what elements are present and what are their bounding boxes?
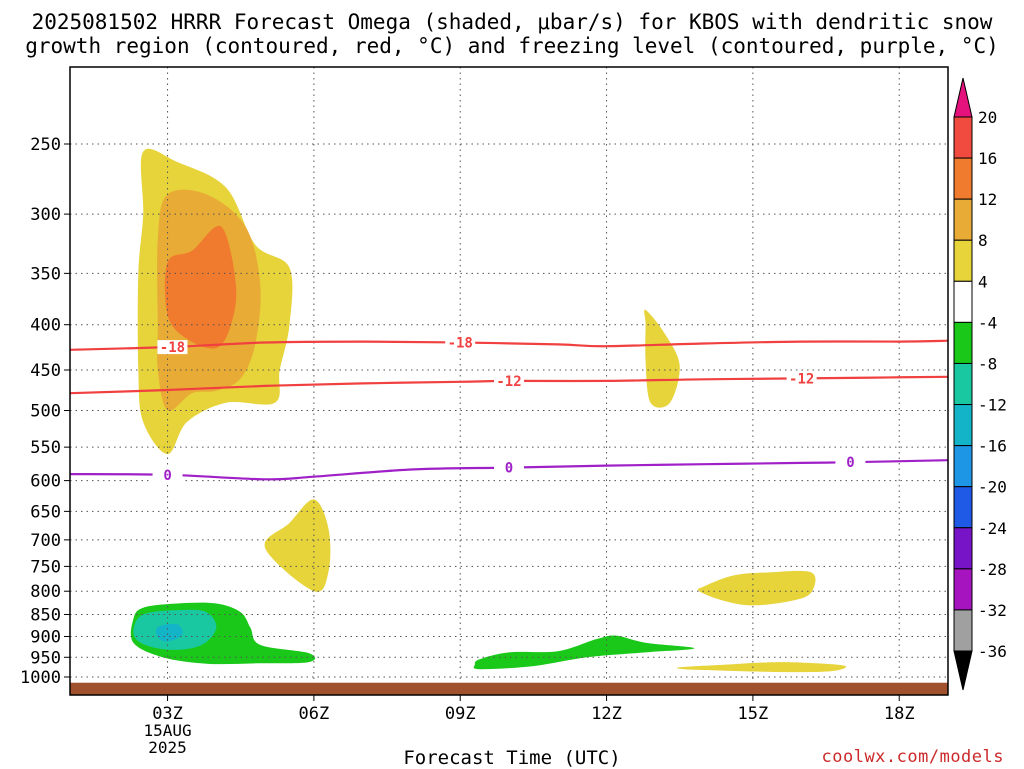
contour-label: 0: [163, 468, 171, 484]
colorbar-label: -24: [978, 519, 1007, 538]
x-tick-sublabel: 2025: [148, 738, 187, 757]
contour-label-bg: [445, 335, 476, 350]
y-tick-label: 400: [30, 316, 61, 336]
x-tick-sublabel: 15AUG: [143, 721, 191, 740]
x-tick-label: 12Z: [591, 704, 622, 724]
colorbar-bin: [953, 568, 973, 611]
contour-label: 0: [846, 455, 854, 471]
contour-label: -18: [448, 336, 473, 352]
colorbar-label: 4: [978, 272, 988, 291]
omega-region-10: [473, 635, 695, 670]
colorbar-bottom-triangle: [953, 650, 973, 691]
omega-colorbar: 20 16 12 8 4 -4 -8 -12 -16 -20 -24 -28 -32 -36: [953, 77, 1007, 691]
x-axis-label: Forecast Time (UTC): [403, 747, 621, 769]
colorbar-label: 12: [978, 190, 997, 209]
y-tick-label: 850: [30, 606, 61, 626]
omega-region-2: [164, 225, 237, 349]
colorbar-bin: [953, 362, 973, 406]
grid-layer: [70, 67, 948, 695]
y-tick-label: 900: [30, 627, 61, 647]
omega-region-5: [697, 570, 816, 606]
omega-region-6: [676, 662, 847, 673]
contour-label: 0: [505, 461, 513, 477]
contour-label-bg: [157, 340, 188, 355]
colorbar-label: -12: [978, 396, 1007, 415]
contour-label-bg: [152, 467, 183, 482]
colorbar-label: -28: [978, 560, 1007, 579]
x-tick-label: 18Z: [884, 704, 915, 724]
contour-label: -18: [160, 340, 185, 356]
y-tick-label: 750: [30, 557, 61, 577]
colorbar-bin: [953, 321, 973, 364]
y-tick-label: 650: [30, 502, 61, 522]
y-tick-label: 1000: [20, 668, 61, 688]
colorbar-bin: [953, 116, 973, 159]
colorbar-label: -4: [978, 313, 997, 332]
contour-layer: -18 -18 -12 -12 0 0 0: [70, 335, 948, 484]
y-tick-label: 300: [30, 205, 61, 225]
ground-layer: [70, 682, 948, 695]
colorbar-bin: [953, 157, 973, 200]
x-tick-label: 15Z: [738, 704, 769, 724]
contour-label: -12: [789, 371, 814, 387]
y-tick-label: 950: [30, 648, 61, 668]
omega-region-3: [264, 499, 331, 592]
colorbar-bin: [953, 280, 973, 323]
x-tick-label: 09Z: [445, 704, 476, 724]
y-tick-label: 800: [30, 582, 61, 602]
colorbar-label: 16: [978, 149, 997, 168]
plot-frame: [69, 66, 949, 696]
colorbar-bin: [953, 609, 973, 652]
source-credit[interactable]: coolwx.com/models: [821, 747, 1004, 767]
omega-region-4: [644, 309, 680, 408]
omega-shading-layer: [130, 148, 847, 673]
colorbar-label: 20: [978, 108, 997, 127]
ground-strip: [70, 682, 948, 695]
x-tick-label: 06Z: [299, 704, 330, 724]
y-tick-label: 500: [30, 402, 61, 422]
contour-label-bg: [786, 371, 817, 386]
colorbar-label: 8: [978, 231, 988, 250]
y-tick-label: 600: [30, 472, 61, 492]
pressure-axis: 2503003504004505005506006507007508008509…: [20, 135, 70, 688]
y-tick-label: 250: [30, 135, 61, 155]
chart-title-line-1: 2025081502 HRRR Forecast Omega (shaded, …: [31, 10, 993, 34]
colorbar-label: -32: [978, 601, 1007, 620]
chart-title-line-2: growth region (contoured, red, °C) and f…: [25, 34, 999, 58]
y-tick-label: 350: [30, 264, 61, 284]
contour-label-bg: [494, 460, 524, 475]
colorbar-bin: [953, 404, 973, 447]
omega-region-9: [155, 623, 183, 642]
contour-label-bg: [494, 373, 524, 388]
x-tick-label: 03Z: [152, 704, 183, 724]
contour-line--18: [70, 339, 948, 351]
colorbar-label: -16: [978, 437, 1007, 456]
colorbar-bin: [953, 239, 973, 282]
colorbar-bin: [953, 445, 973, 488]
y-tick-label: 700: [30, 531, 61, 551]
colorbar-bin: [953, 486, 973, 529]
contour-label: -12: [496, 374, 521, 390]
colorbar-label: -20: [978, 478, 1007, 497]
y-tick-label: 450: [30, 361, 61, 381]
colorbar-bin: [953, 527, 973, 570]
contour-label-bg: [835, 455, 866, 470]
colorbar-top-triangle: [953, 77, 973, 118]
colorbar-label: -8: [978, 354, 997, 373]
colorbar-bin: [953, 198, 973, 241]
y-tick-label: 550: [30, 438, 61, 458]
colorbar-label: -36: [978, 642, 1007, 661]
